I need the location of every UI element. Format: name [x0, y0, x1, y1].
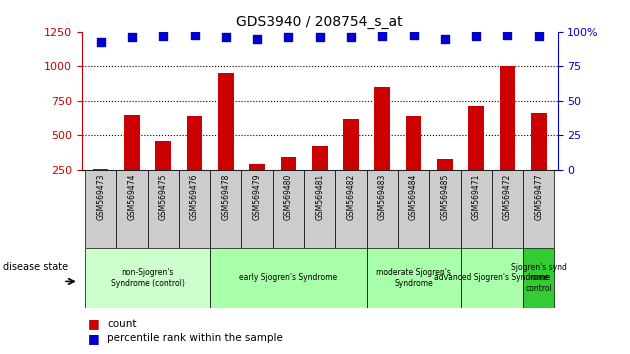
Bar: [531, 113, 547, 204]
Bar: [156, 141, 171, 204]
Bar: [210, 248, 367, 308]
Text: GSM569479: GSM569479: [253, 174, 261, 220]
Bar: [398, 170, 429, 248]
Text: ■: ■: [88, 318, 100, 330]
Point: [409, 32, 419, 38]
Text: GSM569484: GSM569484: [409, 174, 418, 220]
Text: Sjogren's synd
rome
control: Sjogren's synd rome control: [511, 263, 567, 293]
Bar: [523, 170, 554, 248]
Point: [503, 32, 513, 38]
Bar: [147, 170, 179, 248]
Text: early Sjogren's Syndrome: early Sjogren's Syndrome: [239, 273, 338, 282]
Bar: [461, 248, 523, 308]
Bar: [210, 170, 241, 248]
Point: [220, 35, 231, 40]
Point: [314, 35, 325, 40]
Bar: [124, 115, 140, 204]
Bar: [429, 170, 461, 248]
Text: GSM569482: GSM569482: [346, 174, 355, 220]
Point: [346, 35, 356, 40]
Text: moderate Sjogren's
Syndrome: moderate Sjogren's Syndrome: [376, 268, 451, 287]
Bar: [367, 170, 398, 248]
Point: [96, 39, 106, 44]
Bar: [93, 169, 108, 204]
Text: GSM569481: GSM569481: [315, 174, 324, 220]
Text: GSM569471: GSM569471: [472, 174, 481, 220]
Text: GSM569478: GSM569478: [221, 174, 231, 220]
Point: [252, 36, 262, 42]
Text: count: count: [107, 319, 137, 329]
Point: [534, 33, 544, 39]
Text: non-Sjogren's
Syndrome (control): non-Sjogren's Syndrome (control): [111, 268, 185, 287]
Text: GSM569472: GSM569472: [503, 174, 512, 220]
Bar: [500, 67, 515, 204]
Text: GSM569475: GSM569475: [159, 174, 168, 220]
Bar: [374, 87, 390, 204]
Bar: [343, 119, 359, 204]
Text: GSM569476: GSM569476: [190, 174, 199, 220]
Text: GSM569477: GSM569477: [534, 174, 543, 220]
Text: disease state: disease state: [3, 262, 68, 272]
Text: ■: ■: [88, 332, 100, 344]
Bar: [523, 248, 554, 308]
Bar: [85, 248, 210, 308]
Bar: [186, 116, 202, 204]
Bar: [280, 158, 296, 204]
Bar: [492, 170, 523, 248]
Bar: [304, 170, 335, 248]
Bar: [179, 170, 210, 248]
Point: [284, 35, 294, 40]
Text: percentile rank within the sample: percentile rank within the sample: [107, 333, 283, 343]
Bar: [249, 164, 265, 204]
Title: GDS3940 / 208754_s_at: GDS3940 / 208754_s_at: [236, 16, 403, 29]
Bar: [117, 170, 147, 248]
Bar: [437, 159, 453, 204]
Point: [127, 35, 137, 40]
Bar: [218, 73, 234, 204]
Point: [190, 32, 200, 38]
Bar: [468, 107, 484, 204]
Bar: [367, 248, 461, 308]
Text: GSM569480: GSM569480: [284, 174, 293, 220]
Text: advanced Sjogren's Syndrome: advanced Sjogren's Syndrome: [434, 273, 550, 282]
Text: GSM569485: GSM569485: [440, 174, 449, 220]
Bar: [312, 147, 328, 204]
Text: GSM569483: GSM569483: [378, 174, 387, 220]
Bar: [461, 170, 492, 248]
Bar: [85, 170, 117, 248]
Bar: [241, 170, 273, 248]
Point: [471, 33, 481, 39]
Bar: [273, 170, 304, 248]
Bar: [406, 116, 421, 204]
Text: GSM569474: GSM569474: [127, 174, 137, 220]
Point: [377, 33, 387, 39]
Point: [158, 33, 168, 39]
Text: GSM569473: GSM569473: [96, 174, 105, 220]
Bar: [335, 170, 367, 248]
Point: [440, 36, 450, 42]
